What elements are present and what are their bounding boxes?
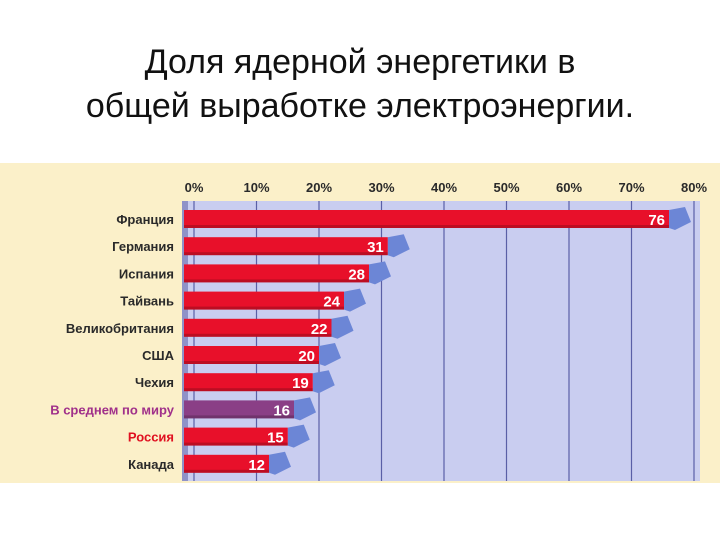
bar-value-label: 31 [367, 239, 384, 256]
chart-panel: 0% 10% 20% 30% 40% 50% 60% 70% 80% 76 Франция 31 Гер… [0, 163, 720, 483]
x-tick-label: 70% [618, 180, 644, 195]
bar-value-label: 19 [292, 375, 309, 392]
bar-shadow [184, 388, 313, 392]
bar-shadow [184, 442, 288, 446]
bar-value-label: 16 [273, 402, 290, 419]
bar-shadow [184, 252, 388, 256]
bar-value-label: 22 [311, 321, 328, 338]
bar [184, 291, 344, 310]
bar [184, 454, 269, 473]
bar-end-cap [344, 288, 366, 312]
x-tick-label: 50% [493, 180, 519, 195]
x-tick-label: 20% [306, 180, 332, 195]
x-tick-label: 80% [681, 180, 707, 195]
bar-end-cap [319, 343, 341, 366]
bar-value-label: 20 [298, 348, 315, 365]
bar-value-label: 12 [248, 457, 265, 474]
bar-value-label: 15 [267, 430, 284, 447]
bar-value-label: 76 [648, 212, 665, 229]
bar-end-cap [387, 234, 410, 258]
bar-shadow [184, 415, 294, 419]
bar-shadow [184, 225, 669, 228]
bar-value-label: 24 [323, 294, 340, 311]
bar-shadow [184, 469, 269, 473]
bar [184, 318, 332, 337]
bar-shadow [184, 306, 344, 310]
bar-end-cap [669, 207, 691, 230]
bar [184, 400, 294, 419]
category-label: Россия [128, 430, 174, 445]
nuclear-share-bar-chart: 0% 10% 20% 30% 40% 50% 60% 70% 80% 76 Франция 31 Гер… [50, 180, 707, 481]
bar-value-label: 28 [348, 266, 365, 283]
title-line-1: Доля ядерной энергетики в [144, 43, 576, 81]
category-label: Чехия [135, 375, 174, 390]
bar-shadow [184, 279, 369, 283]
bar-end-cap [294, 397, 316, 421]
category-label: Франция [116, 212, 174, 227]
category-label: В среднем по миру [50, 402, 175, 417]
x-tick-label: 60% [556, 180, 582, 195]
slide-title: Доля ядерной энергетики в общей выработк… [0, 40, 720, 128]
x-tick-label: 10% [243, 180, 269, 195]
bar [184, 427, 288, 446]
bar-shadow [184, 361, 319, 364]
bar-end-cap [287, 424, 310, 448]
bar-end-cap [312, 370, 335, 394]
category-label: США [142, 348, 174, 363]
category-label: Тайвань [120, 294, 174, 309]
bar [184, 210, 669, 228]
bar-end-cap [269, 451, 291, 475]
plot-left-edge [182, 201, 188, 481]
title-line-2: общей выработке электроэнергии. [85, 87, 635, 125]
bar [184, 237, 388, 256]
x-tick-label: 30% [368, 180, 394, 195]
category-label: Испания [119, 266, 174, 281]
bar-end-cap [331, 315, 354, 339]
bar [184, 346, 319, 364]
bar [184, 264, 369, 283]
x-tick-label: 40% [431, 180, 457, 195]
category-label: Германия [112, 239, 174, 254]
bar-end-cap [369, 261, 391, 285]
x-tick-label: 0% [185, 180, 204, 195]
category-label: Великобритания [66, 321, 174, 336]
bar [184, 373, 313, 392]
category-label: Канада [128, 457, 175, 472]
bar-shadow [184, 333, 332, 337]
